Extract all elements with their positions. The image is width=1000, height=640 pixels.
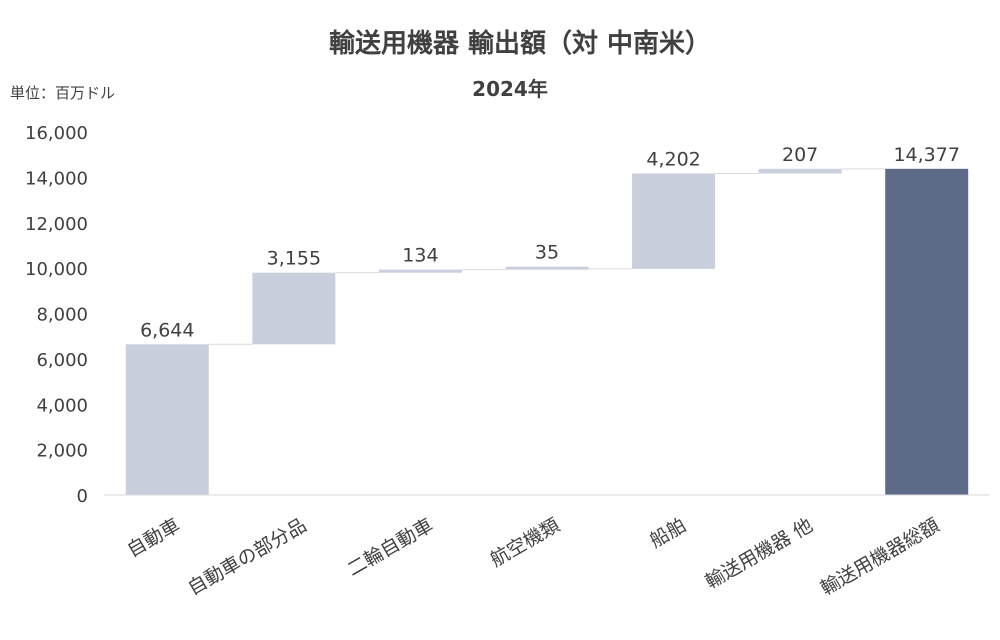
data-label: 6,644 (140, 319, 194, 341)
x-axis: 自動車 自動車の部分品 二輪自動車 航空機類 船舶 輸送用機器 他輸送用機器総額 (123, 514, 943, 600)
data-label: 35 (535, 242, 559, 264)
chart-title: 輸送用機器 輸出額（対 中南米） (329, 28, 711, 59)
data-label: 14,377 (893, 144, 959, 166)
category-label: 輸送用機器総額 (817, 514, 943, 600)
y-tick-label: 2,000 (36, 441, 88, 462)
bar-6 (758, 168, 842, 174)
unit-label: 単位：百万ドル (10, 84, 115, 102)
bar-2 (252, 272, 336, 345)
y-tick-label: 12,000 (25, 214, 88, 235)
y-axis: 0 2,000 4,000 6,000 8,000 10,000 12,000 14,000 1… (25, 123, 88, 507)
chart-subtitle: 2024年 (472, 77, 548, 101)
category-label: 二輪自動車 (344, 514, 437, 581)
data-label: 207 (782, 144, 818, 166)
y-tick-label: 4,000 (36, 395, 88, 416)
bar-3 (378, 269, 462, 273)
y-tick-label: 0 (77, 486, 88, 507)
category-label: 船舶 (646, 514, 690, 552)
category-label: 航空機類 (487, 514, 564, 571)
bar-1 (125, 344, 209, 495)
category-label: 輸送用機器 他 (702, 514, 817, 593)
bar-4 (505, 266, 589, 270)
connector-lines (208, 168, 886, 345)
data-label: 134 (402, 245, 438, 267)
y-tick-label: 10,000 (25, 259, 88, 280)
data-label: 3,155 (267, 248, 321, 270)
category-label: 自動車の部分品 (184, 514, 310, 600)
y-tick-label: 6,000 (36, 350, 88, 371)
category-label: 自動車 (123, 514, 183, 562)
bar-7 (885, 168, 969, 495)
bars (125, 168, 969, 495)
y-tick-label: 8,000 (36, 305, 88, 326)
data-label: 4,202 (646, 149, 700, 171)
y-tick-label: 16,000 (25, 123, 88, 144)
bar-5 (632, 173, 716, 269)
data-labels: 6,644 3,155 134 35 4,202 207 14,377 (140, 144, 960, 341)
y-tick-label: 14,000 (25, 168, 88, 189)
